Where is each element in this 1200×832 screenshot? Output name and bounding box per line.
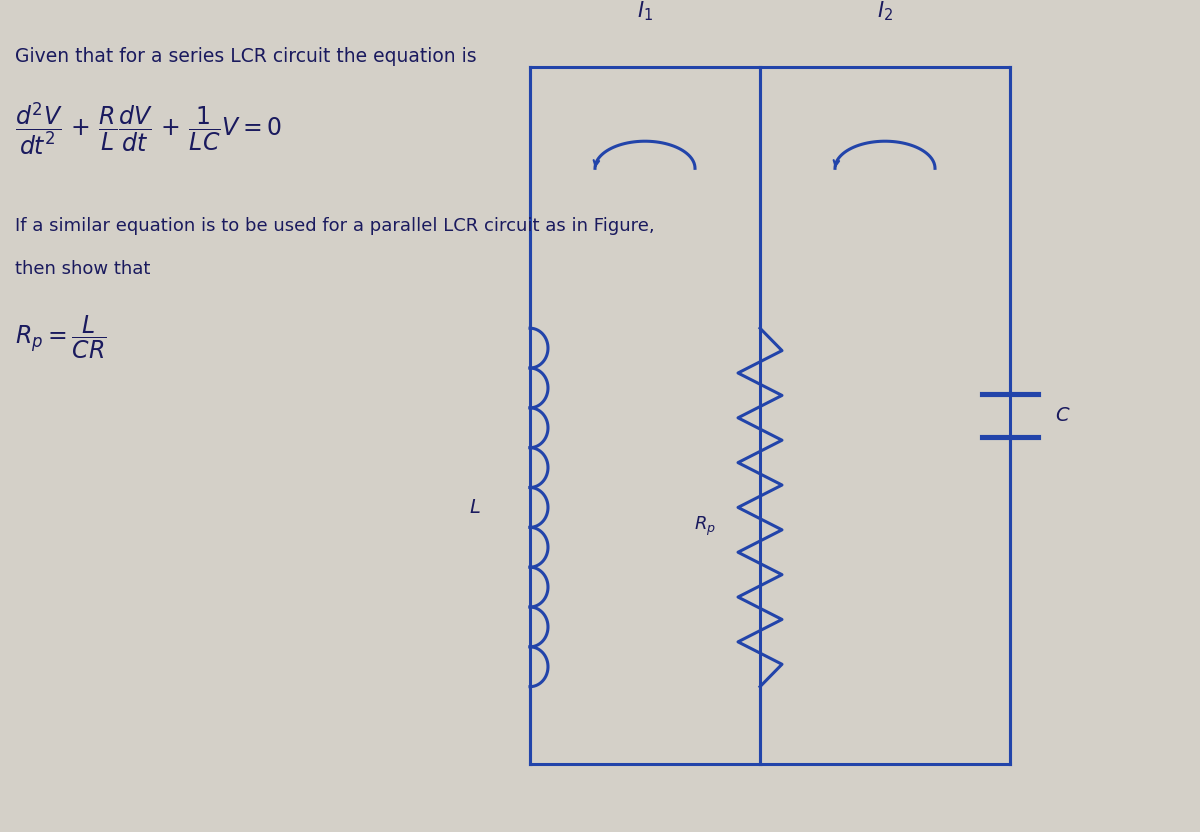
- Text: $C$: $C$: [1055, 406, 1070, 425]
- Text: $I_1$: $I_1$: [637, 0, 653, 23]
- Text: then show that: then show that: [14, 260, 150, 279]
- Text: $R_p$: $R_p$: [694, 515, 716, 538]
- Text: $R_p = \dfrac{L}{CR}$: $R_p = \dfrac{L}{CR}$: [14, 314, 107, 361]
- Text: If a similar equation is to be used for a parallel LCR circuit as in Figure,: If a similar equation is to be used for …: [14, 217, 655, 235]
- Text: $L$: $L$: [469, 498, 481, 517]
- Text: $\dfrac{d^2V}{dt^2}$$\,+\,$$\dfrac{R}{L}$$\dfrac{dV}{dt}$$\,+\,$$\dfrac{1}{LC}$$: $\dfrac{d^2V}{dt^2}$$\,+\,$$\dfrac{R}{L}…: [14, 101, 282, 157]
- Text: $I_2$: $I_2$: [877, 0, 893, 23]
- Text: Given that for a series LCR circuit the equation is: Given that for a series LCR circuit the …: [14, 47, 476, 67]
